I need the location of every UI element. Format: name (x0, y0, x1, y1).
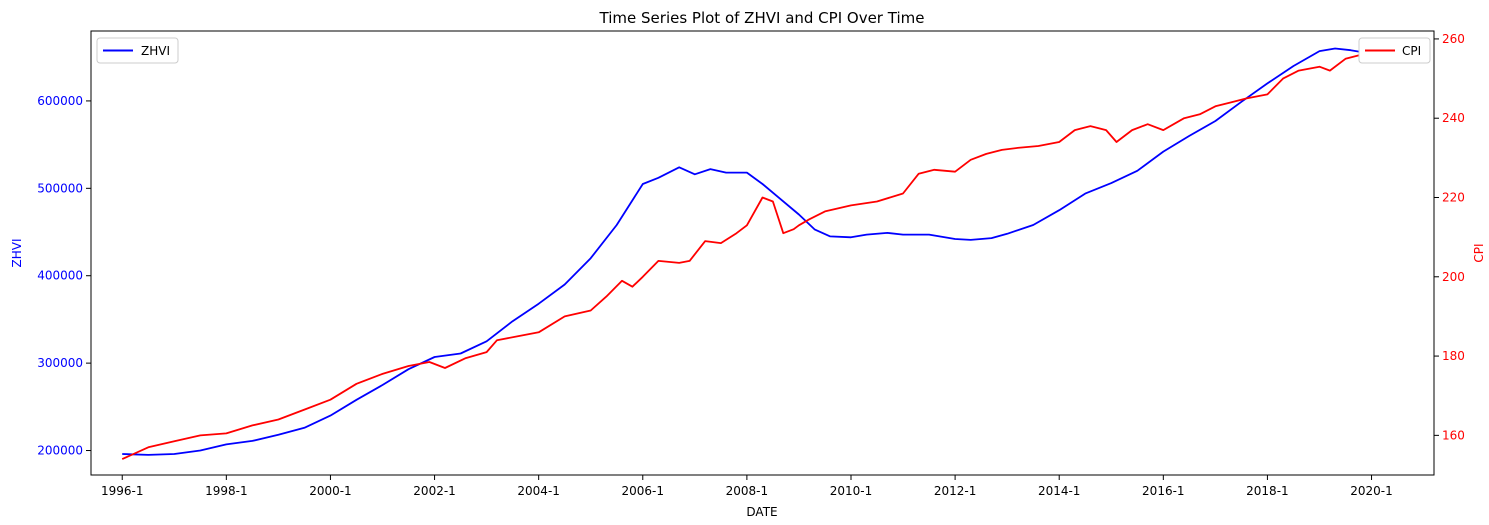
x-tick-label: 1996-1 (101, 484, 144, 498)
right-y-axis: 160 180 200 220 240 260 (1434, 32, 1465, 442)
left-y-tick-label: 500000 (37, 181, 83, 195)
x-tick-label: 2008-1 (726, 484, 769, 498)
x-tick-label: 2010-1 (830, 484, 873, 498)
left-y-tick-label: 600000 (37, 94, 83, 108)
x-tick-label: 2002-1 (413, 484, 456, 498)
x-tick-label: 2020-1 (1350, 484, 1393, 498)
x-tick-label: 1998-1 (205, 484, 248, 498)
series-line-cpi (121, 46, 1378, 460)
left-y-tick-label: 400000 (37, 269, 83, 283)
legend-zhvi-box (96, 37, 179, 64)
right-y-tick-label: 260 (1442, 32, 1465, 46)
x-axis-label: DATE (746, 505, 777, 519)
x-tick-label: 2016-1 (1142, 484, 1185, 498)
x-tick-label: 2000-1 (309, 484, 352, 498)
right-y-tick-label: 160 (1442, 428, 1465, 442)
series-line-zhvi (122, 47, 1383, 456)
left-y-axis-label: ZHVI (10, 239, 24, 268)
right-y-axis-label: CPI (1472, 243, 1486, 262)
legend-cpi-label: CPI (1402, 44, 1421, 58)
series-layer (121, 46, 1383, 460)
right-y-tick-label: 220 (1442, 191, 1465, 205)
left-y-axis: 200000 300000 400000 500000 600000 (37, 94, 91, 458)
legend-zhvi: ZHVI (96, 37, 179, 64)
x-tick-label: 2012-1 (934, 484, 977, 498)
x-tick-label: 2014-1 (1038, 484, 1081, 498)
x-tick-label: 2018-1 (1246, 484, 1289, 498)
x-tick-label: 2006-1 (622, 484, 665, 498)
left-y-tick-label: 300000 (37, 356, 83, 370)
plot-area (90, 30, 1435, 476)
right-y-tick-label: 200 (1442, 270, 1465, 284)
legend-cpi: CPI (1358, 37, 1431, 64)
x-tick-label: 2004-1 (517, 484, 560, 498)
right-y-tick-label: 180 (1442, 349, 1465, 363)
legend-zhvi-label: ZHVI (141, 44, 170, 58)
x-axis: 1996-1 1998-1 2000-1 2002-1 2004-1 2006-1 2008… (101, 475, 1393, 498)
chart-title: Time Series Plot of ZHVI and CPI Over Ti… (599, 9, 925, 27)
left-y-tick-label: 200000 (37, 444, 83, 458)
right-y-tick-label: 240 (1442, 111, 1465, 125)
